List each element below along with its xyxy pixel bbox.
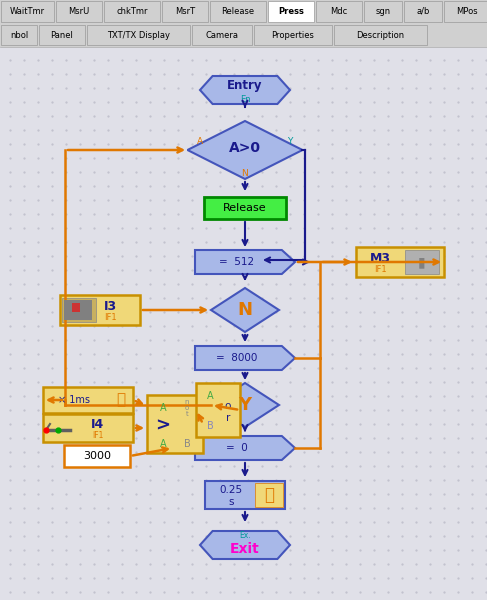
Text: =  8000: = 8000 [216, 353, 258, 363]
FancyBboxPatch shape [0, 0, 487, 24]
FancyBboxPatch shape [255, 483, 283, 507]
FancyBboxPatch shape [56, 1, 101, 22]
Text: Press: Press [278, 7, 304, 16]
Text: N: N [238, 301, 252, 319]
Text: × 1ms: × 1ms [58, 395, 90, 405]
FancyBboxPatch shape [64, 445, 130, 467]
FancyBboxPatch shape [110, 389, 132, 411]
FancyBboxPatch shape [147, 395, 203, 453]
Text: 0.25: 0.25 [220, 485, 243, 495]
Text: MsrU: MsrU [68, 7, 90, 16]
Text: Mdc: Mdc [330, 7, 348, 16]
Text: N: N [242, 169, 248, 179]
Text: MsrT: MsrT [175, 7, 195, 16]
FancyBboxPatch shape [43, 387, 133, 413]
Polygon shape [211, 288, 279, 332]
Text: TXT/TX Display: TXT/TX Display [107, 31, 170, 40]
Text: B: B [206, 421, 213, 431]
Text: Entry: Entry [227, 79, 263, 92]
Text: WaitTmr: WaitTmr [10, 7, 45, 16]
Text: chkTmr: chkTmr [116, 7, 148, 16]
FancyBboxPatch shape [205, 481, 285, 509]
FancyBboxPatch shape [316, 1, 361, 22]
FancyBboxPatch shape [356, 247, 444, 277]
FancyBboxPatch shape [64, 300, 92, 320]
Text: a/b: a/b [416, 7, 430, 16]
Text: >: > [155, 417, 170, 435]
FancyBboxPatch shape [87, 25, 189, 45]
Text: 3000: 3000 [83, 451, 111, 461]
Text: A: A [206, 391, 213, 401]
FancyBboxPatch shape [405, 250, 439, 274]
FancyBboxPatch shape [267, 1, 314, 22]
Text: =  0: = 0 [226, 443, 248, 453]
FancyBboxPatch shape [43, 414, 133, 442]
FancyBboxPatch shape [38, 25, 85, 45]
Text: A: A [160, 403, 167, 413]
Polygon shape [195, 250, 295, 274]
Text: nbol: nbol [10, 31, 28, 40]
FancyBboxPatch shape [444, 1, 487, 22]
Text: Ex.: Ex. [239, 530, 251, 539]
Text: n
o
t: n o t [185, 400, 189, 416]
Text: ⧗: ⧗ [264, 486, 274, 504]
Text: IF1: IF1 [93, 431, 104, 440]
Polygon shape [195, 436, 295, 460]
FancyBboxPatch shape [62, 298, 96, 322]
FancyBboxPatch shape [0, 24, 487, 47]
Text: IF1: IF1 [374, 265, 386, 275]
Text: En: En [240, 94, 250, 103]
Text: A: A [197, 137, 203, 146]
Polygon shape [187, 121, 302, 179]
Text: M3: M3 [370, 251, 391, 265]
FancyBboxPatch shape [72, 303, 80, 312]
Text: Properties: Properties [272, 31, 315, 40]
FancyBboxPatch shape [0, 25, 37, 45]
FancyBboxPatch shape [363, 1, 401, 22]
Text: Description: Description [356, 31, 405, 40]
Text: sgn: sgn [375, 7, 391, 16]
Text: ▮: ▮ [418, 255, 426, 269]
FancyBboxPatch shape [60, 295, 140, 325]
Text: Panel: Panel [51, 31, 74, 40]
FancyBboxPatch shape [0, 1, 54, 22]
FancyBboxPatch shape [334, 25, 427, 45]
FancyBboxPatch shape [191, 25, 251, 45]
Text: Camera: Camera [206, 31, 239, 40]
Polygon shape [211, 383, 279, 427]
Text: Release: Release [223, 203, 267, 213]
Polygon shape [200, 76, 290, 104]
Text: o: o [225, 401, 231, 411]
Text: r: r [226, 413, 230, 423]
Text: B: B [184, 439, 190, 449]
Text: Release: Release [222, 7, 255, 16]
Polygon shape [200, 531, 290, 559]
Text: A: A [160, 439, 167, 449]
Text: =  512: = 512 [220, 257, 255, 267]
Text: IF1: IF1 [104, 313, 116, 323]
FancyBboxPatch shape [45, 418, 83, 438]
FancyBboxPatch shape [196, 383, 240, 437]
Text: Y: Y [287, 137, 293, 146]
Text: Y: Y [239, 396, 252, 414]
FancyBboxPatch shape [104, 1, 160, 22]
Text: I4: I4 [92, 418, 105, 431]
Text: ⧗: ⧗ [116, 392, 126, 407]
FancyBboxPatch shape [162, 1, 207, 22]
FancyBboxPatch shape [404, 1, 442, 22]
Text: Exit: Exit [230, 542, 260, 556]
FancyBboxPatch shape [209, 1, 265, 22]
FancyBboxPatch shape [254, 25, 332, 45]
Text: A>0: A>0 [229, 141, 261, 155]
Text: I3: I3 [103, 299, 116, 313]
Text: s: s [228, 497, 234, 507]
Polygon shape [195, 346, 295, 370]
FancyBboxPatch shape [204, 197, 286, 219]
Text: MPos: MPos [456, 7, 478, 16]
